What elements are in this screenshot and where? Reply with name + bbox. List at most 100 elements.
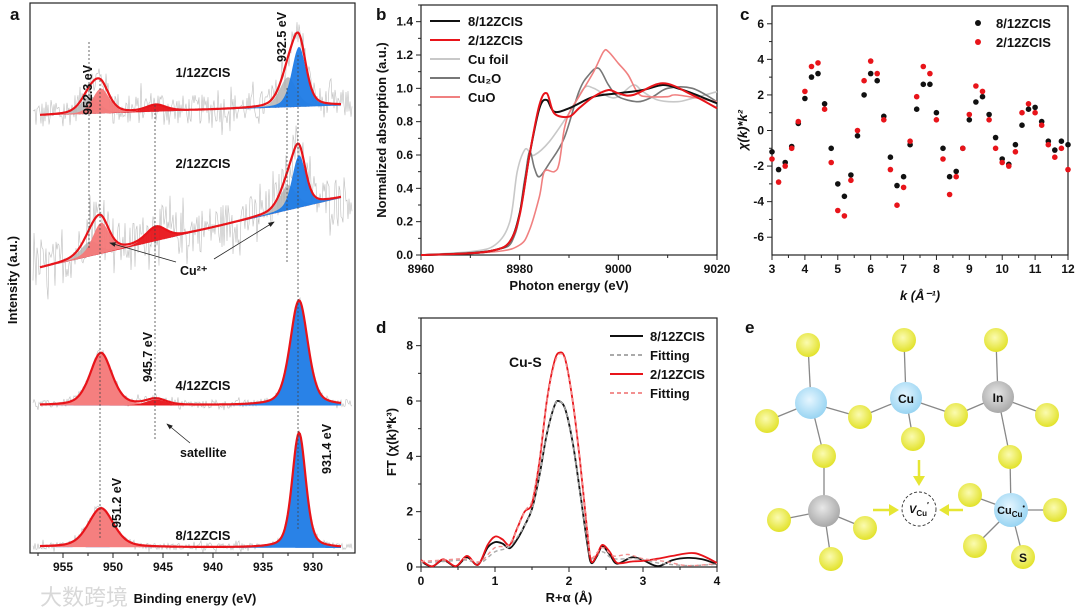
x-tick-label: 940 xyxy=(203,560,223,574)
legend-label: Cu foil xyxy=(468,52,508,67)
data-point xyxy=(966,117,973,123)
data-point xyxy=(1065,141,1071,148)
xps-spectra: 1/12ZCIS 2/12ZCIS 4/12ZCIS 8/12ZCIS 955 950 94… xyxy=(29,2,356,574)
data-point xyxy=(841,213,848,219)
sulfur-atom xyxy=(819,547,843,571)
legend-label: Fitting xyxy=(650,386,690,401)
data-point xyxy=(775,179,782,185)
xps-panel-a: 1/12ZCIS 2/12ZCIS 4/12ZCIS 8/12ZCIS 955 950 94… xyxy=(5,2,356,610)
data-point xyxy=(815,70,821,77)
fit-line xyxy=(420,400,718,567)
cu-cu-label: CuCu• xyxy=(997,504,1025,519)
data-point xyxy=(933,109,940,116)
copper-atom-labeled xyxy=(890,382,922,414)
spectrum-4-12zcis: 4/12ZCIS xyxy=(32,296,353,411)
y-axis-label: Normalized absorption (a.u.) xyxy=(374,42,389,218)
sulfur-atom xyxy=(1035,403,1059,427)
y-tick-label: 1.4 xyxy=(396,15,413,29)
peak-component-931.4 xyxy=(40,300,341,406)
y-tick-label: 0 xyxy=(406,560,413,574)
plot-frame xyxy=(420,4,718,256)
fit-envelope-line xyxy=(40,31,341,116)
sulfur-atoms xyxy=(755,328,1067,571)
spectrum-8-12zcis: 8/12ZCIS xyxy=(32,429,353,554)
cu-s-annotation: Cu-S xyxy=(509,354,542,370)
x-tick-label: 6 xyxy=(867,262,874,276)
legend-label: 8/12ZCIS xyxy=(996,16,1051,31)
data-point xyxy=(867,70,874,77)
spectrum-2-12zcis: 2/12ZCIS xyxy=(32,125,353,300)
y-tick-label: -2 xyxy=(753,159,764,173)
sulfur-atom xyxy=(901,427,925,451)
data-point xyxy=(992,145,999,152)
satellite-arrow xyxy=(166,423,191,444)
x-axis-label: Photon energy (eV) xyxy=(509,278,628,293)
data-point xyxy=(894,202,900,208)
data-point xyxy=(769,149,775,155)
y-tick-label: -6 xyxy=(753,230,764,244)
data-point xyxy=(973,99,979,105)
data-point xyxy=(973,83,979,89)
data-point xyxy=(927,81,933,88)
sulfur-atom xyxy=(853,516,877,540)
data-point xyxy=(1012,141,1019,148)
data-point xyxy=(940,156,946,162)
sample-label: 4/12ZCIS xyxy=(176,378,231,393)
data-point xyxy=(1025,106,1032,112)
data-point xyxy=(913,106,920,112)
data-point xyxy=(1058,145,1065,152)
data-point xyxy=(821,106,828,112)
x-tick-label: 10 xyxy=(996,262,1010,276)
x-tick-label: 1 xyxy=(492,574,499,588)
peak-component-931.4 xyxy=(40,432,341,548)
cu2plus-arrow-left xyxy=(109,242,177,263)
x-tick-label: 3 xyxy=(640,574,647,588)
data-point xyxy=(874,77,880,84)
panel-label-d: d xyxy=(376,318,386,337)
y-tick-label: 8 xyxy=(406,339,413,353)
x-tick-label: 3 xyxy=(769,262,776,276)
x-tick-label: 8 xyxy=(933,262,940,276)
s-label: S xyxy=(1019,551,1027,565)
fit-line xyxy=(420,352,718,567)
sulfur-atom xyxy=(1043,498,1067,522)
data-point xyxy=(920,63,927,70)
data-point xyxy=(795,118,802,125)
peak-component-951.2 xyxy=(40,353,341,406)
data-point xyxy=(946,173,953,180)
copper-vacancy xyxy=(901,491,937,527)
data-point xyxy=(894,182,900,189)
series-line xyxy=(420,399,718,568)
series-line xyxy=(420,84,718,256)
panel-label-b: b xyxy=(376,5,386,24)
legend-label: Cu₂O xyxy=(468,71,501,86)
data-point xyxy=(828,145,834,152)
x-tick-label: 955 xyxy=(53,560,73,574)
data-point xyxy=(907,138,913,144)
data-point xyxy=(1025,101,1032,107)
plot-frame xyxy=(29,2,356,554)
series-line xyxy=(420,82,718,256)
exafs-k-panel-c: χ(k)*k² k (Å⁻¹) 3 4 5 6 7 8 9 10 11 12 -6 -4 -2 0 2 4 6 8… xyxy=(735,5,1075,303)
x-tick-label: 4 xyxy=(802,262,809,276)
data-point xyxy=(1032,109,1038,116)
y-tick-label: 2 xyxy=(757,88,764,102)
x-tick-label: 8960 xyxy=(408,262,435,276)
sulfur-atom xyxy=(892,328,916,352)
y-tick-label: 1.0 xyxy=(396,81,413,95)
data-point xyxy=(953,173,959,180)
data-point xyxy=(769,156,775,162)
data-point xyxy=(854,127,861,134)
indium-atom xyxy=(808,495,840,527)
data-point xyxy=(900,184,907,191)
legend-label: 8/12ZCIS xyxy=(468,14,523,29)
series-line xyxy=(420,83,718,256)
data-point xyxy=(841,193,848,200)
axes: 955 950 945 940 935 930 xyxy=(29,2,356,574)
y-tick-label: 1.2 xyxy=(396,48,413,62)
data-point xyxy=(966,111,973,118)
data-point xyxy=(1012,149,1019,155)
sulfur-atom-labeled xyxy=(1011,545,1035,569)
x-axis-label: Binding energy (eV) xyxy=(134,591,257,606)
